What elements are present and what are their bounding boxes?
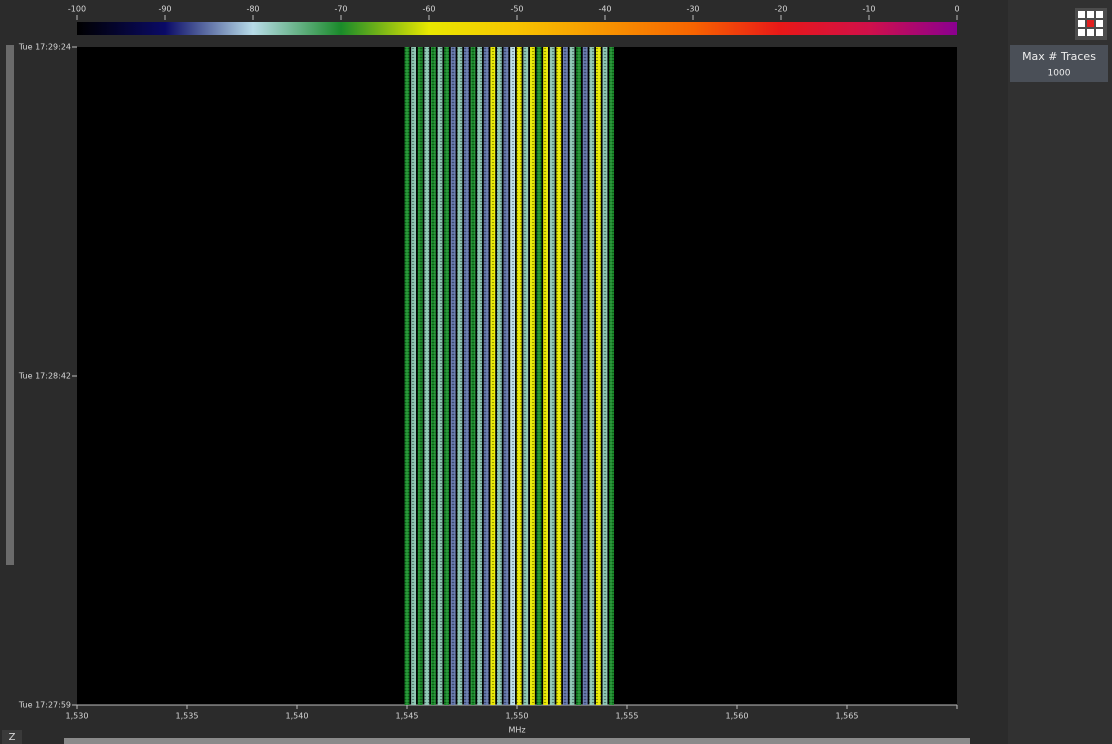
trace-texture xyxy=(595,47,601,705)
trace-texture xyxy=(463,47,469,705)
max-traces-button[interactable] xyxy=(1010,45,1108,82)
colorbar-tick-label: -70 xyxy=(334,5,347,14)
trace-texture xyxy=(430,47,436,705)
trace-texture xyxy=(490,47,496,705)
trace-texture xyxy=(404,47,410,705)
x-tick-label: 1,535 xyxy=(176,712,199,721)
colorbar-tick-label: -90 xyxy=(158,5,171,14)
trace-texture xyxy=(549,47,555,705)
x-tick-label: 1,545 xyxy=(396,712,419,721)
trace-texture xyxy=(496,47,502,705)
trace-texture xyxy=(483,47,489,705)
colorbar-tick-label: -100 xyxy=(68,5,86,14)
bottom-scrollbar[interactable] xyxy=(64,738,970,744)
trace-texture xyxy=(576,47,582,705)
colorbar-tick-label: -40 xyxy=(598,5,611,14)
trace-texture xyxy=(510,47,516,705)
x-tick-label: 1,565 xyxy=(836,712,859,721)
x-tick-label: 1,540 xyxy=(286,712,309,721)
trace-texture xyxy=(444,47,450,705)
trace-texture xyxy=(609,47,615,705)
trace-texture xyxy=(437,47,443,705)
colorbar-tick-label: -80 xyxy=(246,5,259,14)
colorbar xyxy=(77,22,957,35)
trace-texture xyxy=(602,47,608,705)
trace-texture xyxy=(529,47,535,705)
trace-texture xyxy=(536,47,542,705)
trace-texture xyxy=(417,47,423,705)
colorbar-tick-label: 0 xyxy=(954,5,959,14)
trace-texture xyxy=(457,47,463,705)
left-scrollbar[interactable] xyxy=(6,45,14,565)
side-panel xyxy=(1008,0,1112,744)
trace-texture xyxy=(523,47,529,705)
time-tick-label: Tue 17:29:24 xyxy=(18,43,71,52)
trace-texture xyxy=(411,47,417,705)
trace-texture xyxy=(450,47,456,705)
x-tick-label: 1,550 xyxy=(506,712,529,721)
trace-texture xyxy=(569,47,575,705)
x-tick-label: 1,530 xyxy=(66,712,89,721)
button-title: Max # Traces xyxy=(1022,50,1096,63)
button-value: 1000 xyxy=(1048,69,1071,79)
x-tick-label: 1,560 xyxy=(726,712,749,721)
trace-texture xyxy=(470,47,476,705)
time-tick-label: Tue 17:28:42 xyxy=(18,372,71,381)
colorbar-tick-label: -10 xyxy=(862,5,875,14)
zoom-label: Z xyxy=(9,732,16,743)
trace-texture xyxy=(589,47,595,705)
trace-texture xyxy=(424,47,430,705)
trace-texture xyxy=(477,47,483,705)
colorbar-tick-label: -50 xyxy=(510,5,523,14)
colorbar-tick-label: -30 xyxy=(686,5,699,14)
zoom-button[interactable] xyxy=(2,730,22,744)
trace-texture xyxy=(562,47,568,705)
colorbar-tick-label: -60 xyxy=(422,5,435,14)
trace-texture xyxy=(516,47,522,705)
trace-texture xyxy=(543,47,549,705)
trace-texture xyxy=(503,47,509,705)
x-axis-label: MHz xyxy=(508,726,525,735)
time-tick-label: Tue 17:27:59 xyxy=(18,701,71,710)
x-tick-label: 1,555 xyxy=(616,712,639,721)
colorbar-tick-label: -20 xyxy=(774,5,787,14)
trace-texture xyxy=(556,47,562,705)
icon-grid xyxy=(1078,11,1103,36)
trace-texture xyxy=(582,47,588,705)
